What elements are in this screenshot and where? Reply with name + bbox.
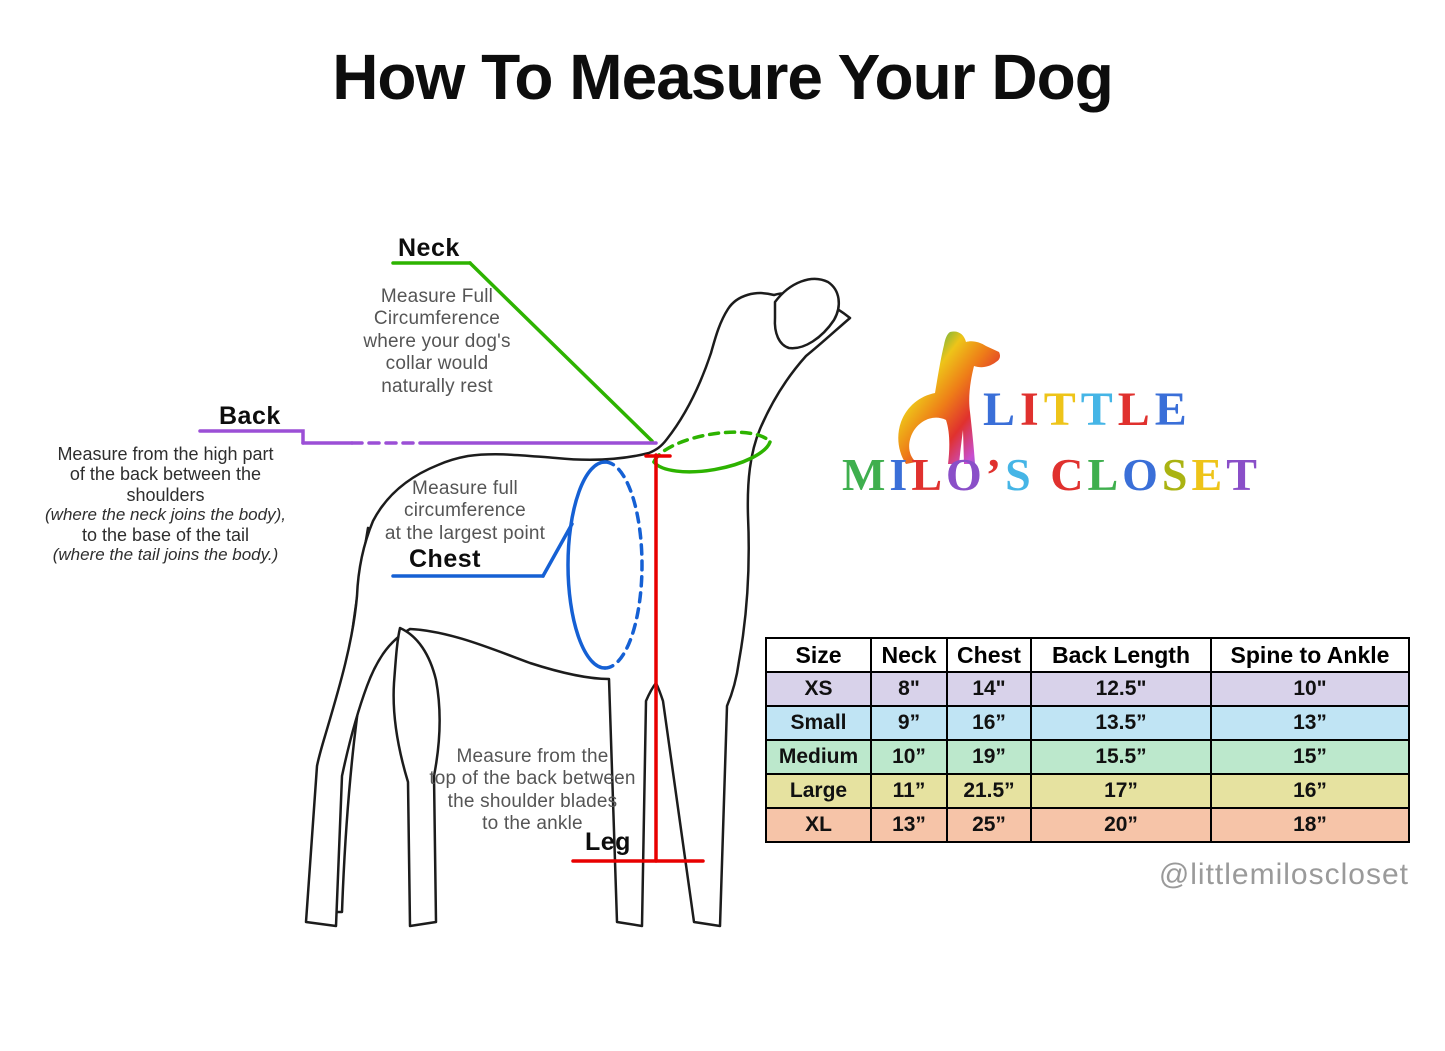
col-header-spine-to-ankle: Spine to Ankle <box>1210 637 1410 673</box>
table-cell-neck: 11” <box>870 773 948 809</box>
neck-measure-ellipse-back <box>652 430 772 464</box>
neck-instructions: Measure Full Circumference where your do… <box>363 286 511 397</box>
back-instructions-main: Measure from the high part of the back b… <box>57 444 274 505</box>
table-cell-spine-to-ankle: 10" <box>1210 671 1410 707</box>
back-instructions-italic-2: (where the tail joins the body.) <box>52 545 279 565</box>
logo-letter: C <box>1050 449 1088 500</box>
chest-measure-ellipse-back <box>603 460 644 670</box>
logo-letter: E <box>1191 449 1227 500</box>
logo-letter: S <box>1005 449 1035 500</box>
table-cell-neck: 9” <box>870 705 948 741</box>
table-header-row: Size Neck Chest Back Length Spine to Ank… <box>765 637 1410 673</box>
logo-letter <box>1035 449 1051 500</box>
logo-letter: L <box>983 383 1021 436</box>
table-row: XL 13” 25” 20” 18” <box>765 807 1410 843</box>
table-cell-back-length: 13.5” <box>1030 705 1212 741</box>
table-cell-chest: 14" <box>946 671 1032 707</box>
leg-label: Leg <box>585 828 631 856</box>
back-label: Back <box>219 402 281 430</box>
back-instructions: Measure from the high part of the back b… <box>28 444 303 565</box>
chest-measure-group <box>391 460 644 670</box>
chest-pointer-line <box>541 522 574 578</box>
table-cell-chest: 16” <box>946 705 1032 741</box>
chest-measure-ellipse-front <box>566 460 607 670</box>
table-cell-neck: 8" <box>870 671 948 707</box>
logo-letter: ’ <box>985 449 1006 500</box>
logo-letter: O <box>946 449 986 500</box>
table-cell-size: XL <box>765 807 872 843</box>
logo-letter: I <box>889 449 912 500</box>
table-cell-back-length: 20” <box>1030 807 1212 843</box>
logo-letter: T <box>1226 449 1261 500</box>
logo-letter: I <box>1020 383 1044 436</box>
back-measure-group <box>198 429 658 445</box>
table-cell-chest: 21.5” <box>946 773 1032 809</box>
col-header-neck: Neck <box>870 637 948 673</box>
logo-letter: O <box>1122 449 1162 500</box>
table-cell-spine-to-ankle: 15” <box>1210 739 1410 775</box>
logo-letter: T <box>1043 383 1081 436</box>
neck-pointer-line <box>468 261 654 443</box>
table-cell-neck: 13” <box>870 807 948 843</box>
table-row: Medium 10” 19” 15.5” 15” <box>765 739 1410 775</box>
leg-instructions: Measure from the top of the back between… <box>429 746 636 835</box>
table-row: Small 9” 16” 13.5” 13” <box>765 705 1410 741</box>
col-header-back-length: Back Length <box>1030 637 1212 673</box>
table-cell-neck: 10” <box>870 739 948 775</box>
neck-measure-ellipse-front <box>652 440 772 474</box>
logo-letter: E <box>1154 383 1192 436</box>
logo-letter: M <box>842 449 890 500</box>
table-cell-chest: 19” <box>946 739 1032 775</box>
table-row: XS 8" 14" 12.5" 10" <box>765 671 1410 707</box>
logo-letter: L <box>1087 449 1123 500</box>
table-cell-back-length: 15.5” <box>1030 739 1212 775</box>
logo-line2: MILO’S CLOSET <box>842 448 1261 501</box>
table-cell-size: Large <box>765 773 872 809</box>
social-handle: @littlemiloscloset <box>1158 858 1409 891</box>
table-cell-chest: 25” <box>946 807 1032 843</box>
table-cell-spine-to-ankle: 16” <box>1210 773 1410 809</box>
logo-line1: LITTLE <box>983 382 1192 437</box>
leg-measure-group <box>571 453 705 863</box>
table-cell-size: Small <box>765 705 872 741</box>
table-cell-back-length: 12.5" <box>1030 671 1212 707</box>
back-instructions-italic-1: (where the neck joins the body), <box>45 504 286 524</box>
chest-label: Chest <box>409 545 481 573</box>
col-header-size: Size <box>765 637 872 673</box>
size-chart-table: Size Neck Chest Back Length Spine to Ank… <box>765 637 1410 843</box>
dog-hind-leg <box>392 626 441 928</box>
neck-measure-group <box>391 261 772 474</box>
logo-dog-silhouette <box>898 331 1000 464</box>
dog-ear <box>773 277 841 350</box>
back-label-underline <box>198 429 305 445</box>
table-cell-spine-to-ankle: 18” <box>1210 807 1410 843</box>
logo-letter: T <box>1080 383 1118 436</box>
table-cell-size: Medium <box>765 739 872 775</box>
dog-body <box>304 291 852 928</box>
chest-instructions: Measure full circumference at the larges… <box>384 478 546 544</box>
logo-letter: S <box>1161 449 1192 500</box>
table-cell-size: XS <box>765 671 872 707</box>
dog-outline-drawing <box>304 277 852 928</box>
table-row: Large 11” 21.5” 17” 16” <box>765 773 1410 809</box>
col-header-chest: Chest <box>946 637 1032 673</box>
neck-label: Neck <box>398 234 460 262</box>
size-table-body: XS 8" 14" 12.5" 10" Small 9” 16” 13.5” 13” Medium 1… <box>765 671 1410 843</box>
table-cell-spine-to-ankle: 13” <box>1210 705 1410 741</box>
back-instructions-mid: to the base of the tail <box>81 525 250 546</box>
logo-letter: L <box>911 449 947 500</box>
page-title: How To Measure Your Dog <box>332 41 1114 113</box>
logo-letter: L <box>1117 383 1155 436</box>
table-cell-back-length: 17” <box>1030 773 1212 809</box>
